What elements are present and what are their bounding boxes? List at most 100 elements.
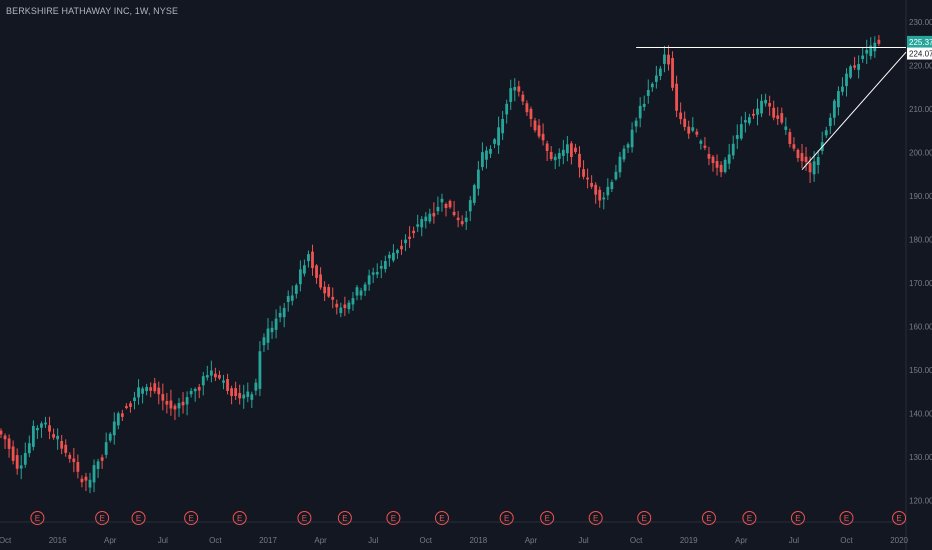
- candle-body: [214, 373, 217, 378]
- candle-body: [622, 148, 626, 160]
- earnings-marker: [297, 511, 312, 525]
- earnings-marker: [790, 511, 805, 525]
- y-tick-label: 150.00: [909, 366, 932, 375]
- y-tick-label: 220.00: [909, 61, 932, 70]
- candle-body: [533, 120, 537, 131]
- candle-body: [659, 68, 662, 76]
- candle-body: [222, 380, 225, 383]
- candle-body: [654, 75, 658, 82]
- candle-body: [185, 397, 189, 405]
- candle-body: [286, 296, 290, 303]
- candle-body: [137, 387, 140, 398]
- candle-body: [92, 465, 96, 483]
- earnings-marker-label: E: [99, 514, 104, 523]
- earnings-marker-label: E: [747, 514, 752, 523]
- earnings-marker: [386, 511, 401, 525]
- candle-body: [331, 296, 335, 300]
- candle-body: [15, 455, 19, 469]
- candle-body: [545, 143, 549, 151]
- candle-body: [873, 42, 877, 52]
- x-tick-label: Apr: [104, 536, 117, 545]
- earnings-marker: [637, 511, 652, 525]
- candle-body: [565, 144, 569, 154]
- earnings-marker-label: E: [237, 514, 242, 523]
- candle-body: [404, 239, 407, 244]
- candle-body: [88, 479, 92, 488]
- earnings-marker-label: E: [642, 514, 647, 523]
- candle-body: [408, 236, 411, 239]
- candle-body: [363, 284, 367, 291]
- candle-body: [246, 391, 250, 397]
- candle-body: [323, 286, 327, 294]
- candle-body: [44, 422, 47, 425]
- candle-body: [149, 387, 153, 391]
- candle-body: [521, 94, 525, 102]
- candle-body: [760, 100, 763, 114]
- y-tick-label: 130.00: [909, 453, 932, 462]
- candle-body: [424, 216, 428, 222]
- candle-body: [266, 328, 270, 343]
- x-tick-label: Apr: [314, 536, 327, 545]
- candle-body: [116, 413, 120, 426]
- earnings-marker: [588, 511, 603, 525]
- x-tick-label: Oct: [630, 536, 643, 545]
- candle-body: [711, 156, 715, 164]
- earnings-marker-label: E: [896, 514, 901, 523]
- candle-body: [549, 151, 553, 160]
- candle-body: [27, 443, 31, 454]
- candle-body: [339, 307, 343, 314]
- candle-body: [472, 185, 476, 203]
- candle-body: [594, 184, 598, 195]
- candle-body: [804, 156, 808, 162]
- candle-body: [169, 400, 173, 409]
- earnings-marker: [95, 511, 110, 525]
- candle-body: [218, 375, 221, 379]
- candle-body: [262, 337, 266, 346]
- candle-body: [590, 182, 594, 187]
- candle-body: [100, 457, 104, 461]
- candle-body: [7, 438, 11, 449]
- candle-body: [646, 90, 650, 96]
- candle-body: [598, 189, 602, 201]
- x-tick-label: Jul: [158, 536, 168, 545]
- earnings-marker-label: E: [302, 514, 307, 523]
- candle-body: [476, 169, 480, 189]
- x-tick-label: Jul: [368, 536, 378, 545]
- candle-body: [3, 435, 7, 440]
- candle-body: [772, 107, 776, 118]
- x-tick-label: 2017: [259, 536, 277, 545]
- candle-body: [242, 394, 246, 399]
- y-tick-label: 170.00: [909, 279, 932, 288]
- y-tick-label: 160.00: [909, 322, 932, 331]
- x-tick-label: Oct: [0, 536, 12, 545]
- x-tick-label: 2019: [680, 536, 698, 545]
- earnings-marker-label: E: [391, 514, 396, 523]
- candle-body: [96, 461, 100, 469]
- candle-body: [428, 213, 432, 222]
- candle-body: [553, 156, 557, 161]
- candle-body: [687, 126, 691, 134]
- earnings-marker-label: E: [439, 514, 444, 523]
- candle-body: [561, 149, 565, 156]
- candle-body: [161, 394, 165, 401]
- candle-body: [343, 304, 347, 309]
- candle-body: [177, 403, 181, 409]
- candle-body: [23, 452, 27, 465]
- candle-body: [501, 118, 505, 134]
- candle-body: [460, 221, 464, 225]
- candle-body: [452, 211, 456, 216]
- candle-body: [780, 113, 784, 123]
- x-tick-label: 2018: [469, 536, 487, 545]
- candle-body: [509, 88, 513, 103]
- candle-body: [505, 103, 509, 115]
- candle-body: [606, 186, 610, 196]
- earnings-marker: [232, 511, 247, 525]
- x-tick-label: 2016: [49, 536, 67, 545]
- candle-body: [274, 318, 278, 330]
- candle-body: [517, 86, 521, 92]
- candle-body: [250, 394, 254, 400]
- y-tick-label: 140.00: [909, 409, 932, 418]
- candle-body: [383, 261, 387, 270]
- candle-body: [727, 154, 731, 164]
